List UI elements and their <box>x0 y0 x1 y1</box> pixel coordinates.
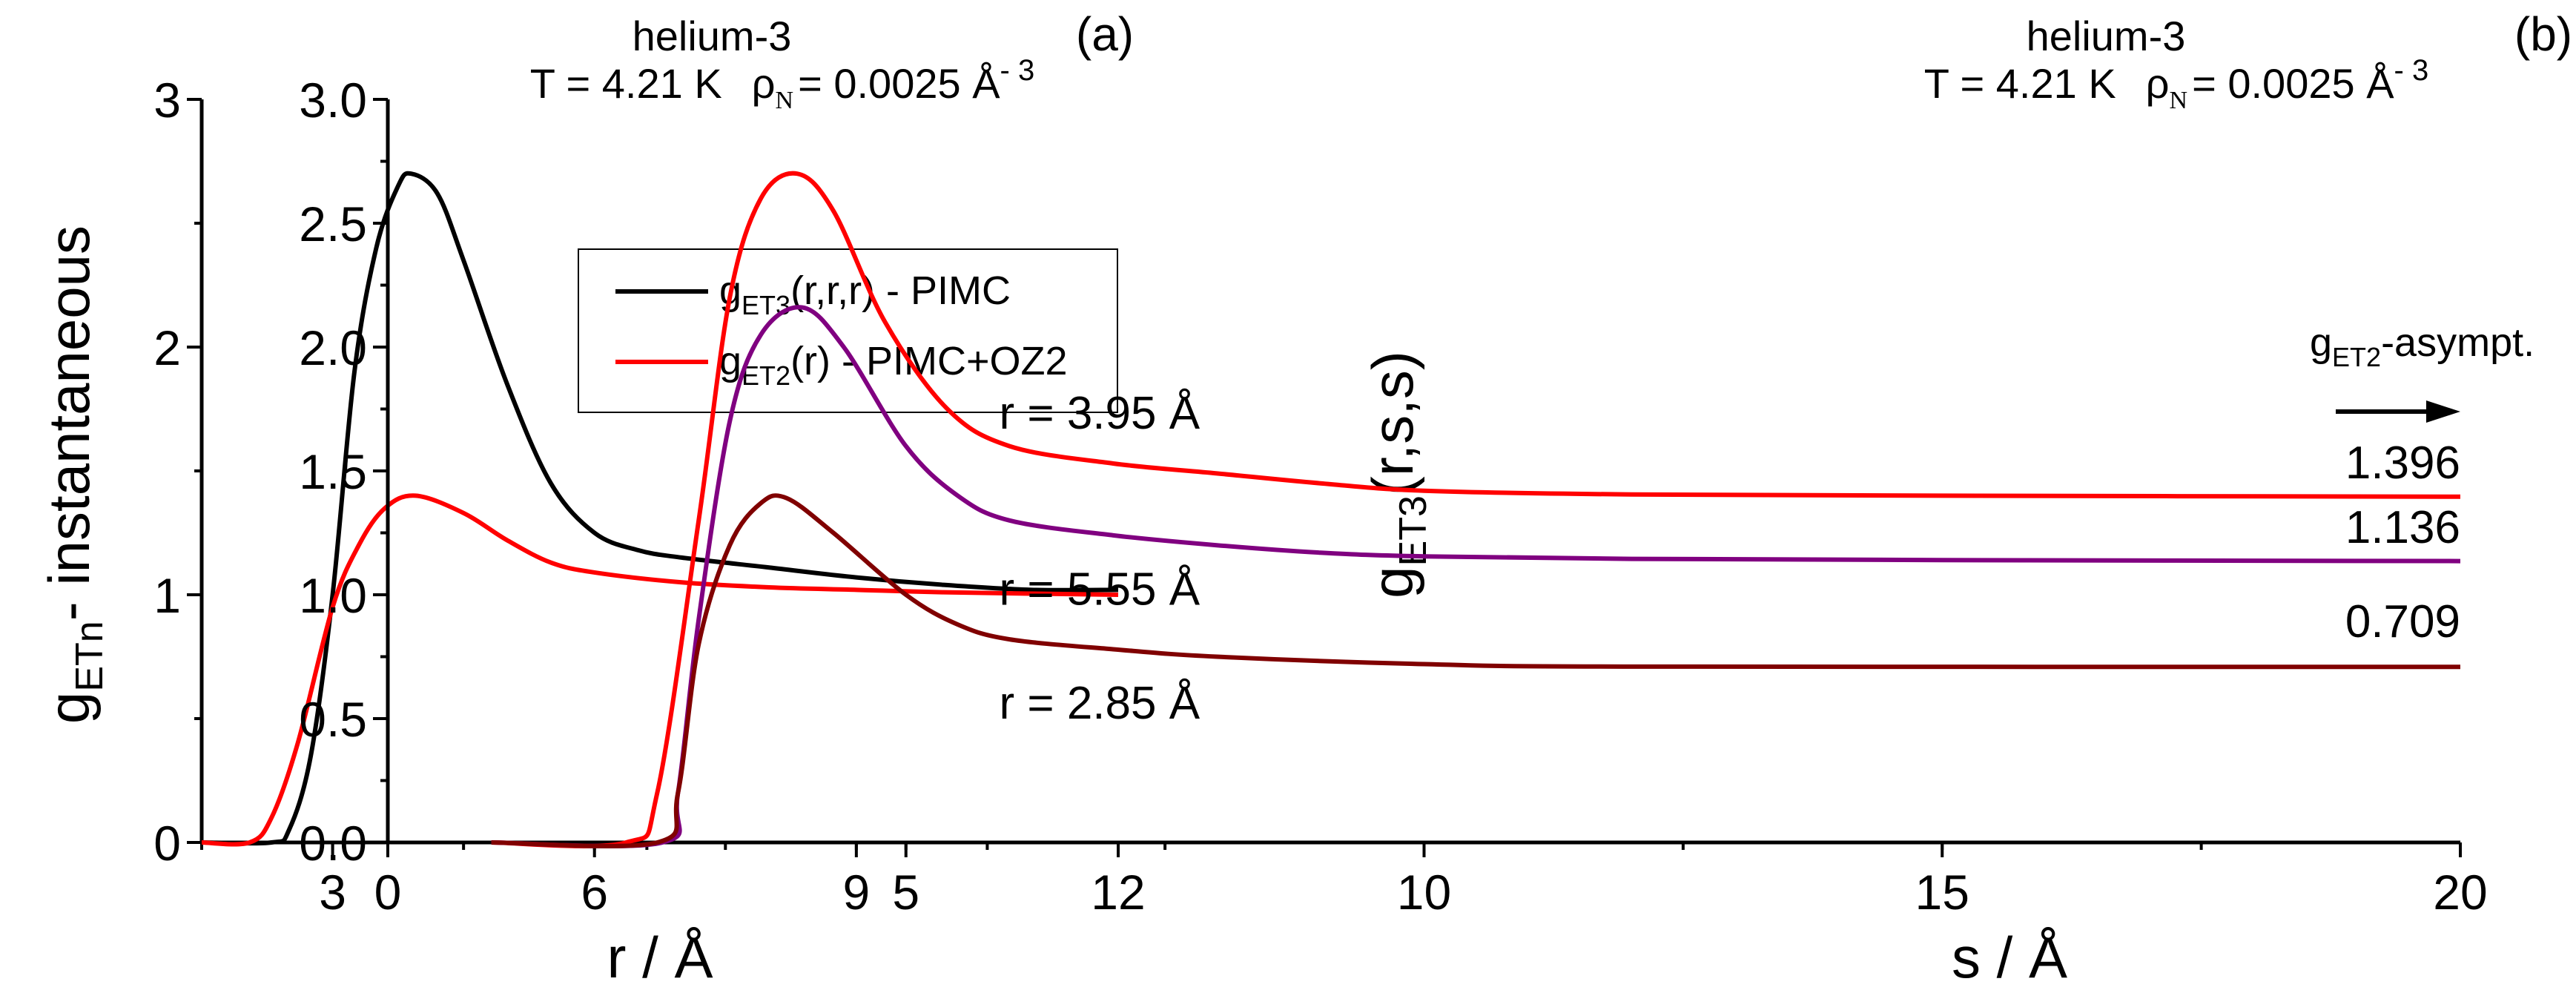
panel-a-xlabel: r / Å <box>607 925 713 990</box>
panel-a-label: (a) <box>1076 7 1134 61</box>
asymptote-value-2: 0.709 <box>2345 596 2460 647</box>
asymptote-value-0: 1.396 <box>2345 438 2460 489</box>
panel-a-x-tick-label: 9 <box>842 865 870 920</box>
asymptote-arrow-head <box>2426 400 2460 423</box>
panel-b-label: (b) <box>2514 7 2572 61</box>
panel-b-x-tick-label: 5 <box>892 865 919 920</box>
legend-label-0: gET3(r,r,r) - PIMC <box>719 268 1011 320</box>
panel-b-y-tick-label: 2.5 <box>299 197 367 251</box>
asymptote-value-1: 1.136 <box>2345 502 2460 553</box>
panel-b-xlabel: s / Å <box>1952 925 2067 990</box>
curve-label-1: r = 5.55 Å <box>1000 564 1201 615</box>
panel-b-x-tick-label: 20 <box>2433 865 2487 920</box>
panel-b-x-tick-label: 0 <box>374 865 402 920</box>
panel-b-y-tick-label: 0.5 <box>299 692 367 747</box>
panel-a-series-line-0 <box>201 171 1119 846</box>
panel-a-title-line1: helium-3 <box>633 13 792 59</box>
panel-b-title-line1: helium-3 <box>2027 13 2186 59</box>
panel-a-ylabel: gETn- instantaneous <box>36 225 111 724</box>
curve-label-2: r = 2.85 Å <box>1000 678 1201 729</box>
curve-label-0: r = 3.95 Å <box>1000 388 1201 439</box>
panel-b-series-line-2 <box>491 493 2461 848</box>
panel-b-ylabel: gET3(r,s,s) <box>1360 351 1435 598</box>
panel-a-series-line-1 <box>201 493 1119 847</box>
legend: gET3(r,r,r) - PIMC gET2(r) - PIMC+OZ2 <box>578 248 1118 413</box>
panel-b-y-tick-label: 1.0 <box>299 568 367 623</box>
panel-a-x-tick-label: 12 <box>1091 865 1145 920</box>
panel-b-y-tick-label: 2.0 <box>299 320 367 375</box>
panel-b-y-tick-label: 3.0 <box>299 73 367 128</box>
panel-a-y-tick-label: 3 <box>153 73 181 128</box>
panel-b-y-tick-label: 0.0 <box>299 816 367 871</box>
asymptote-label: gET2-asympt. <box>2310 320 2534 372</box>
panel-a-y-tick-label: 2 <box>153 320 181 375</box>
panel-b-x-tick-label: 15 <box>1915 865 1969 920</box>
legend-label-1: gET2(r) - PIMC+OZ2 <box>719 339 1068 391</box>
panel-b-series-line-0 <box>491 171 2461 848</box>
panel-a-y-tick-label: 1 <box>153 568 181 623</box>
panel-b-x-tick-label: 10 <box>1397 865 1451 920</box>
panel-a-x-tick-label: 6 <box>581 865 608 920</box>
panel-a-y-tick-label: 0 <box>153 816 181 871</box>
panel-b-y-tick-label: 1.5 <box>299 444 367 499</box>
legend-box <box>578 248 1118 413</box>
panel-a-x-tick-label: 3 <box>319 865 346 920</box>
